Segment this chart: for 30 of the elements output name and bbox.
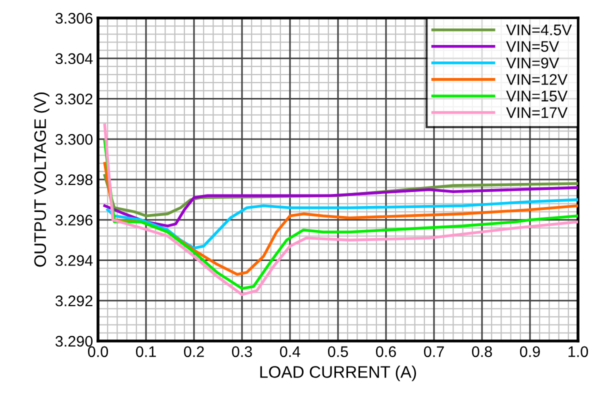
x-tick-label: 0.0 [88,346,108,358]
y-tick-label: 3.290 [55,336,93,347]
x-tick-label: 0.1 [136,346,156,358]
x-tick-label: 0.2 [184,346,204,358]
x-axis-title: LOAD CURRENT (A) [260,366,416,382]
legend-label: VIN=9V [506,58,560,68]
x-tick-label: 0.3 [232,346,252,358]
x-tick-label: 0.9 [520,346,540,358]
y-tick-label: 3.302 [55,94,92,104]
y-tick-label: 3.298 [55,174,92,186]
y-tick-label: 3.294 [55,255,93,266]
y-tick-label: 3.292 [55,295,92,306]
legend-label: VIN=12V [506,74,568,85]
x-tick-label: 0.6 [376,346,396,358]
x-tick-label: 0.8 [472,346,492,358]
y-tick-label: 3.296 [55,214,92,226]
x-tick-label: 0.5 [328,346,348,358]
x-tick-label: 0.7 [424,346,444,358]
y-tick-label: 3.304 [55,53,93,64]
line-series [103,186,578,228]
legend-label: VIN=4.5V [506,24,572,36]
x-tick-label: 0.4 [280,346,300,358]
y-axis-title: OUTPUT VOLTAGE (V) [34,92,50,267]
y-tick-label: 3.300 [55,134,93,145]
line-series [106,198,578,250]
legend-label: VIN=5V [506,41,560,52]
x-tick-label: 1.0 [568,346,588,358]
legend-label: VIN=15V [506,90,568,102]
legend-label: VIN=17V [506,107,568,118]
y-tick-label: 3.306 [55,12,92,24]
